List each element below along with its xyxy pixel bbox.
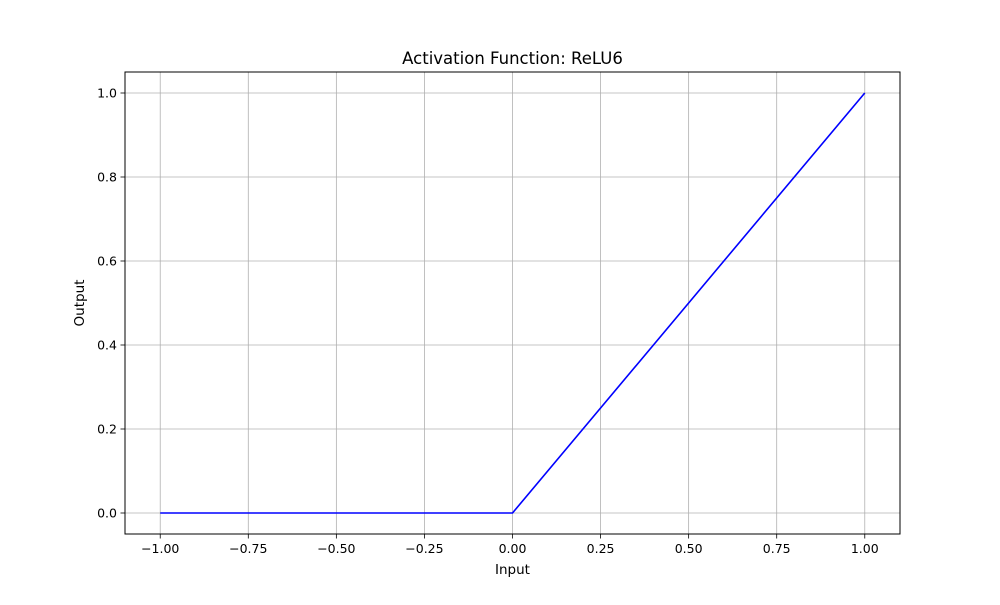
y-axis-label: Output	[72, 280, 88, 327]
ticks: −1.00 −0.75 −0.50 −0.25 0.00 0.25 0.50 0.75 1.00…	[97, 86, 879, 557]
y-tick-label: 1.0	[97, 86, 117, 101]
y-tick-label: 0.8	[97, 170, 117, 185]
grid	[125, 72, 900, 534]
x-tick-label: 0.75	[763, 541, 791, 556]
x-tick-label: −0.75	[229, 541, 267, 556]
x-axis-label: Input	[495, 562, 530, 578]
x-tick-label: 0.50	[675, 541, 703, 556]
chart-title: Activation Function: ReLU6	[402, 49, 623, 68]
x-tick-label: 1.00	[851, 541, 879, 556]
y-tick-label: 0.0	[97, 506, 117, 521]
x-tick-label: −0.25	[405, 541, 443, 556]
series-layer	[160, 92, 866, 514]
x-tick-label: 0.00	[499, 541, 527, 556]
y-tick-label: 0.4	[97, 338, 117, 353]
series-line	[160, 92, 866, 514]
x-tick-label: −1.00	[141, 541, 179, 556]
y-tick-label: 0.6	[97, 254, 117, 269]
y-tick-label: 0.2	[97, 422, 117, 437]
x-tick-label: −0.50	[317, 541, 355, 556]
x-tick-label: 0.25	[587, 541, 615, 556]
